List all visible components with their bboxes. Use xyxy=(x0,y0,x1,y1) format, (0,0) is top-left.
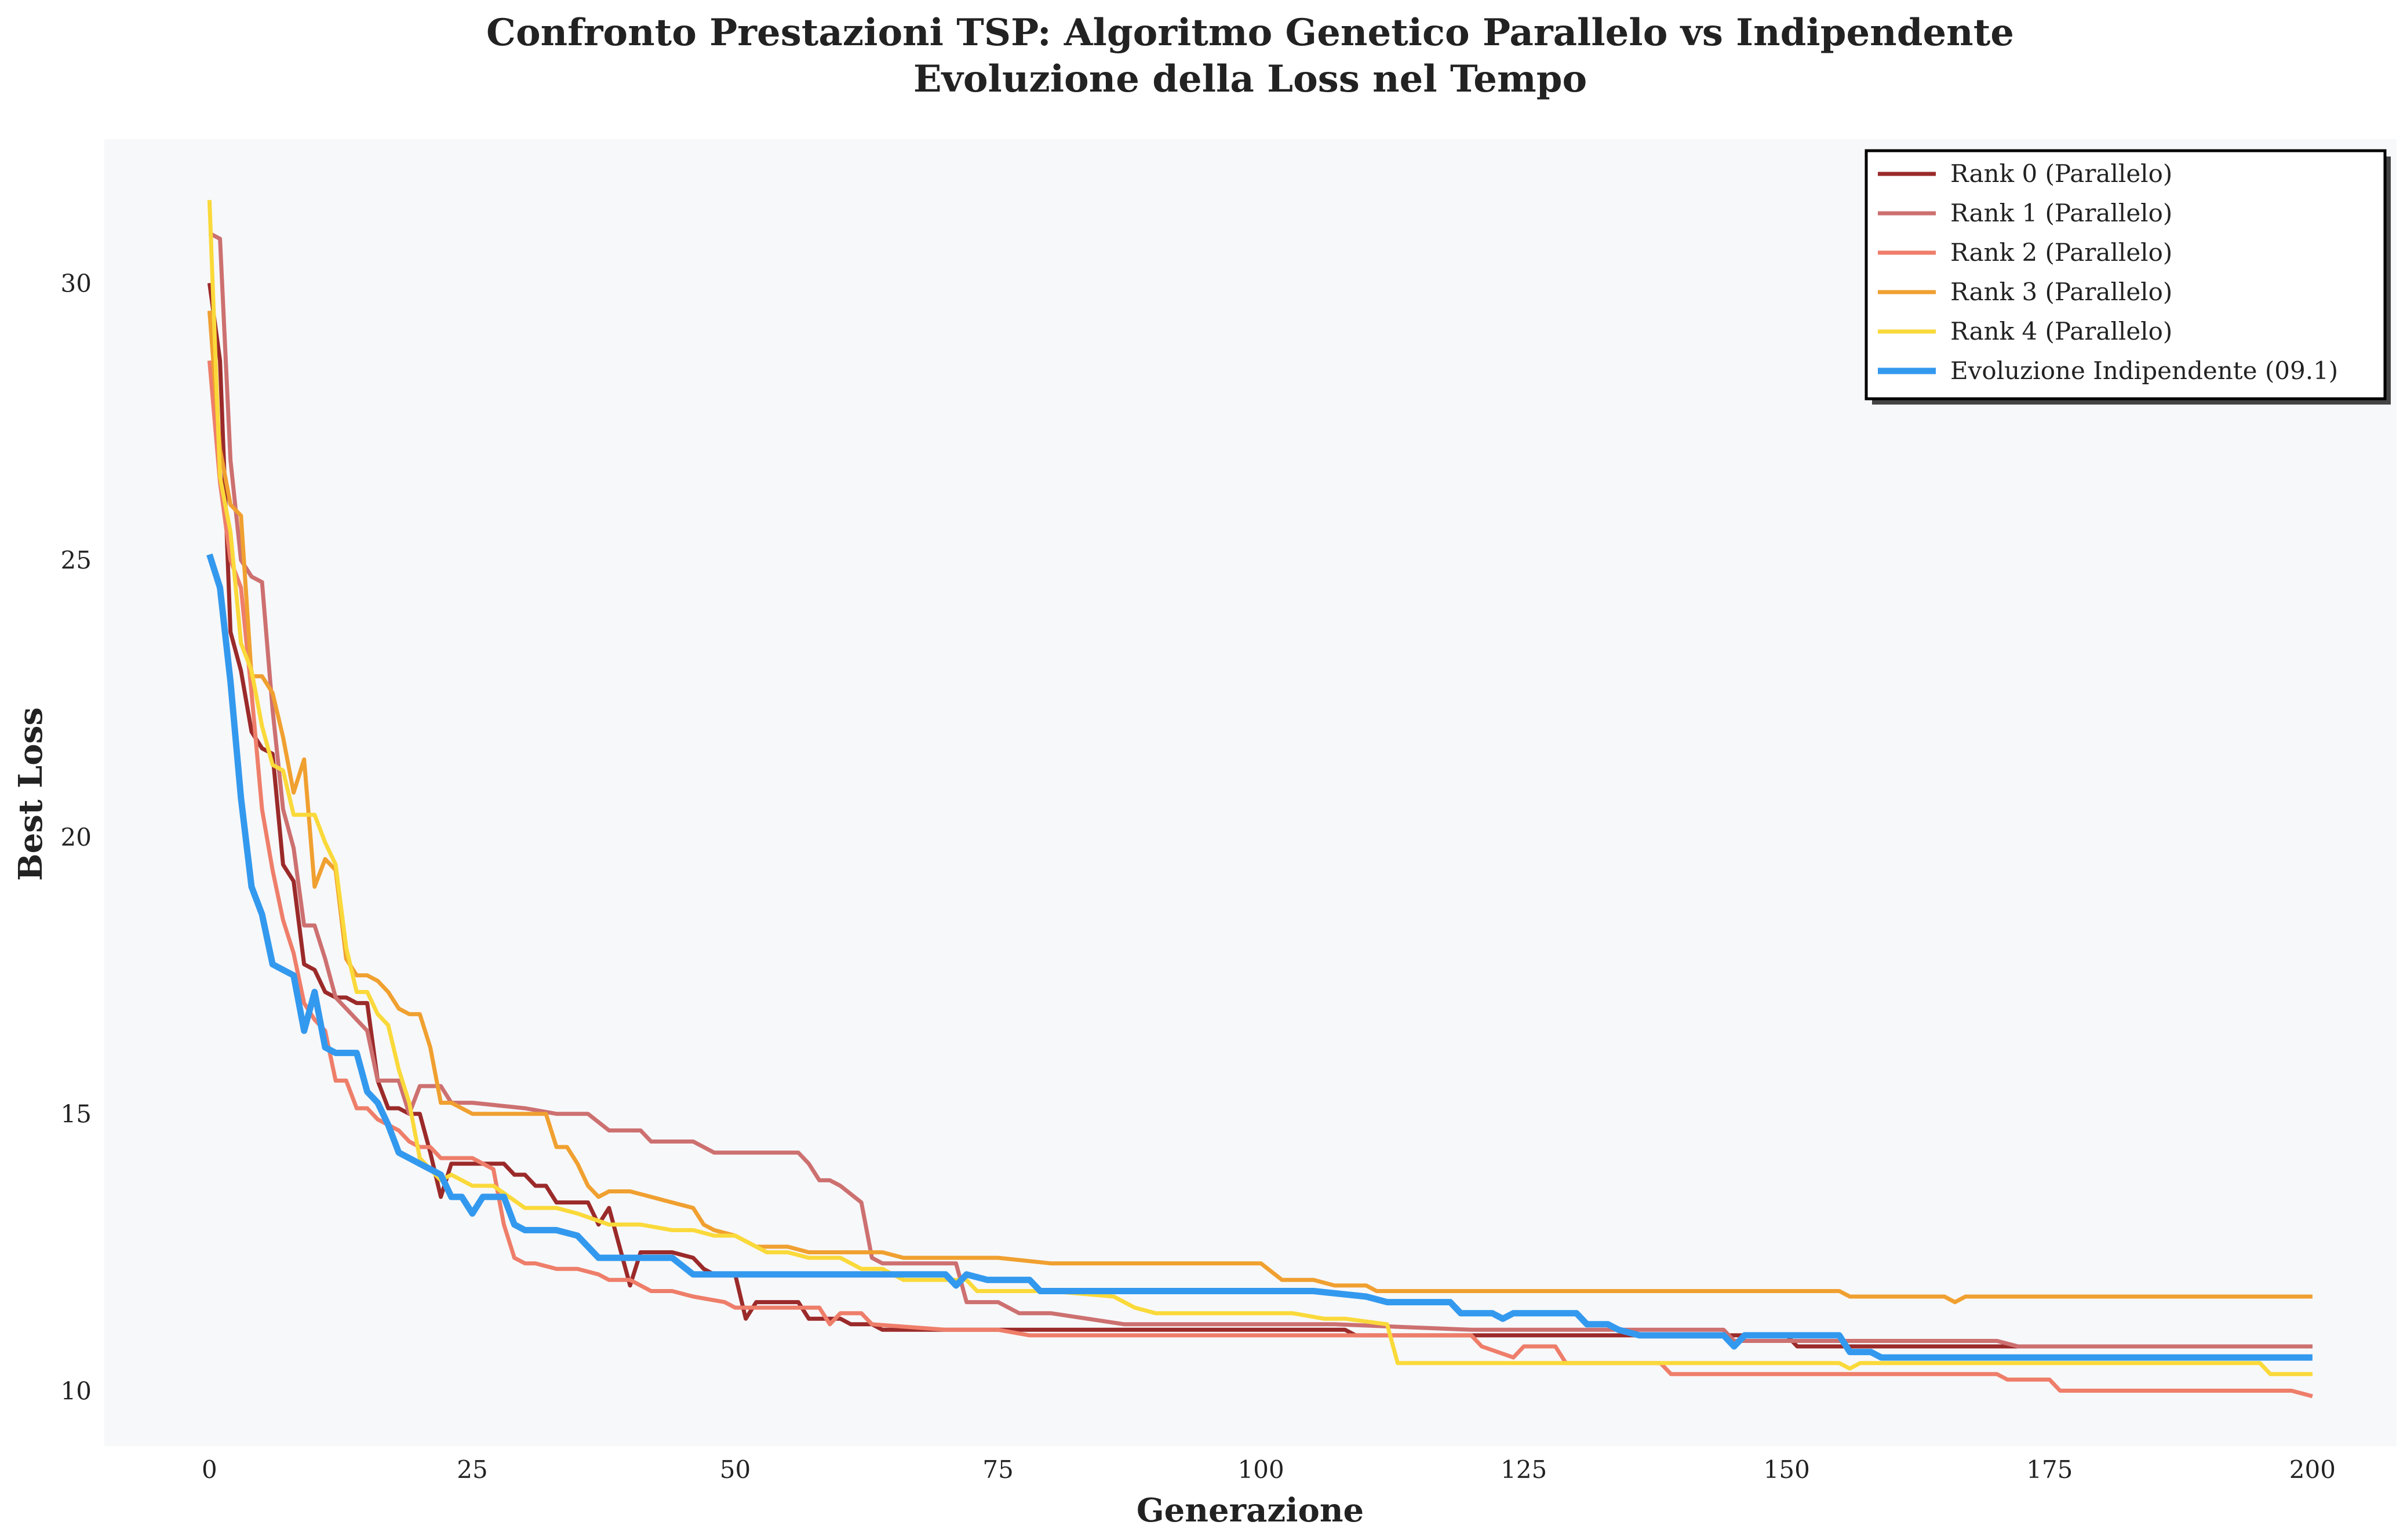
x-tick-label: 50 xyxy=(720,1455,751,1484)
chart-subtitle: Evoluzione della Loss nel Tempo xyxy=(913,57,1587,101)
series-line-5 xyxy=(206,553,2313,1361)
y-tick-label: 20 xyxy=(61,823,92,851)
legend-label-2: Rank 2 (Parallelo) xyxy=(1950,238,2172,267)
legend-label-4: Rank 4 (Parallelo) xyxy=(1950,317,2172,345)
legend-label-1: Rank 1 (Parallelo) xyxy=(1950,199,2172,227)
y-tick-label: 25 xyxy=(61,546,92,574)
x-tick-label: 100 xyxy=(1238,1455,1284,1484)
series-line-4 xyxy=(207,199,2313,1377)
x-tick-label: 0 xyxy=(202,1455,217,1484)
legend-items: Rank 0 (Parallelo) Rank 1 (Parallelo) Rank… xyxy=(1878,159,2338,385)
series-line-0 xyxy=(207,282,2313,1349)
y-axis-label: Best Loss xyxy=(12,707,50,881)
y-tick-label: 15 xyxy=(61,1100,92,1128)
legend-box xyxy=(1865,149,2387,401)
legend-label-0: Rank 0 (Parallelo) xyxy=(1950,159,2172,188)
y-tick-labels: 10 15 20 25 30 xyxy=(61,269,92,1405)
x-tick-label: 175 xyxy=(2026,1455,2073,1484)
x-axis-label: Generazione xyxy=(1137,1491,1364,1530)
x-tick-labels: 0 25 50 75 100 125 150 175 200 xyxy=(202,1455,2336,1484)
legend-label-5: Evoluzione Indipendente (09.1) xyxy=(1950,356,2338,385)
legend-label-3: Rank 3 (Parallelo) xyxy=(1950,278,2172,306)
series-line-1 xyxy=(208,231,2313,1349)
x-tick-label: 200 xyxy=(2289,1455,2336,1484)
series-layer xyxy=(206,199,2313,1399)
y-tick-label: 10 xyxy=(61,1377,92,1405)
x-tick-label: 75 xyxy=(982,1455,1013,1484)
series-line-3 xyxy=(207,310,2313,1305)
x-tick-label: 150 xyxy=(1764,1455,1810,1484)
legend: Rank 0 (Parallelo) Rank 1 (Parallelo) Rank… xyxy=(1865,149,2391,405)
chart-title: Confronto Prestazioni TSP: Algoritmo Gen… xyxy=(486,11,2014,54)
y-tick-label: 30 xyxy=(61,269,92,297)
x-tick-label: 125 xyxy=(1501,1455,1547,1484)
x-tick-label: 25 xyxy=(457,1455,487,1484)
